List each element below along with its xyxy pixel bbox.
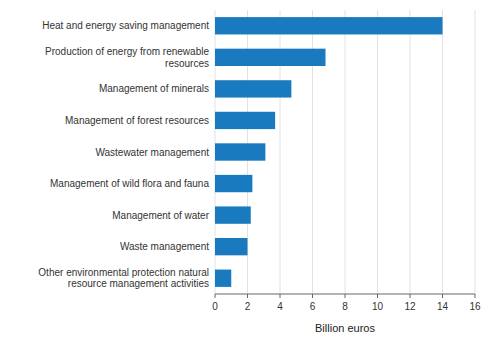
category-label: Production of energy from renewableresou… (45, 46, 209, 69)
chart-container: 0 2 4 6 8 10 12 14 16 Other environmental protect… (0, 0, 491, 340)
tick-mark (475, 294, 476, 298)
bar (215, 80, 291, 97)
category-label: Management of water (112, 210, 209, 221)
category-label: Management of minerals (99, 83, 209, 94)
tick-mark (280, 294, 281, 298)
axis-line (215, 294, 475, 295)
tick-mark (377, 294, 378, 298)
tick-mark (247, 294, 248, 298)
chart: 0 2 4 6 8 10 12 14 16 Other environmental protect… (0, 0, 491, 340)
tick-label: 6 (310, 301, 316, 312)
bar (215, 17, 443, 34)
bar (215, 238, 248, 255)
category-label: Management of wild flora and fauna (50, 178, 209, 189)
grid-line (377, 10, 378, 294)
category-label: Other environmental protection naturalre… (38, 267, 209, 290)
category-label: Wastewater management (95, 147, 209, 158)
tick-label: 14 (437, 301, 449, 312)
bars (215, 17, 443, 287)
tick-label: 10 (372, 301, 384, 312)
tick-mark (345, 294, 346, 298)
bar (215, 206, 251, 223)
grid-line (442, 10, 443, 294)
tick-label: 12 (404, 301, 416, 312)
tick-label: 8 (342, 301, 348, 312)
x-axis-label: Billion euros (315, 322, 375, 334)
y-axis: Other environmental protection naturalre… (38, 20, 209, 289)
tick-label: 0 (212, 301, 218, 312)
tick-label: 2 (245, 301, 251, 312)
grid-line (345, 10, 346, 294)
category-label: Management of forest resources (65, 115, 209, 126)
tick-label: 16 (469, 301, 481, 312)
grid-line (475, 10, 476, 294)
bar (215, 270, 231, 287)
tick-mark (312, 294, 313, 298)
bar (215, 175, 252, 192)
tick-mark (410, 294, 411, 298)
tick-mark (215, 294, 216, 298)
bar (215, 112, 275, 129)
grid-line (410, 10, 411, 294)
category-label: Waste management (120, 241, 209, 252)
tick-mark (442, 294, 443, 298)
tick-label: 4 (277, 301, 283, 312)
bar (215, 143, 265, 160)
x-axis: 0 2 4 6 8 10 12 14 16 (212, 294, 481, 312)
bar (215, 49, 326, 66)
category-label: Heat and energy saving management (42, 20, 209, 31)
grid (215, 10, 475, 294)
